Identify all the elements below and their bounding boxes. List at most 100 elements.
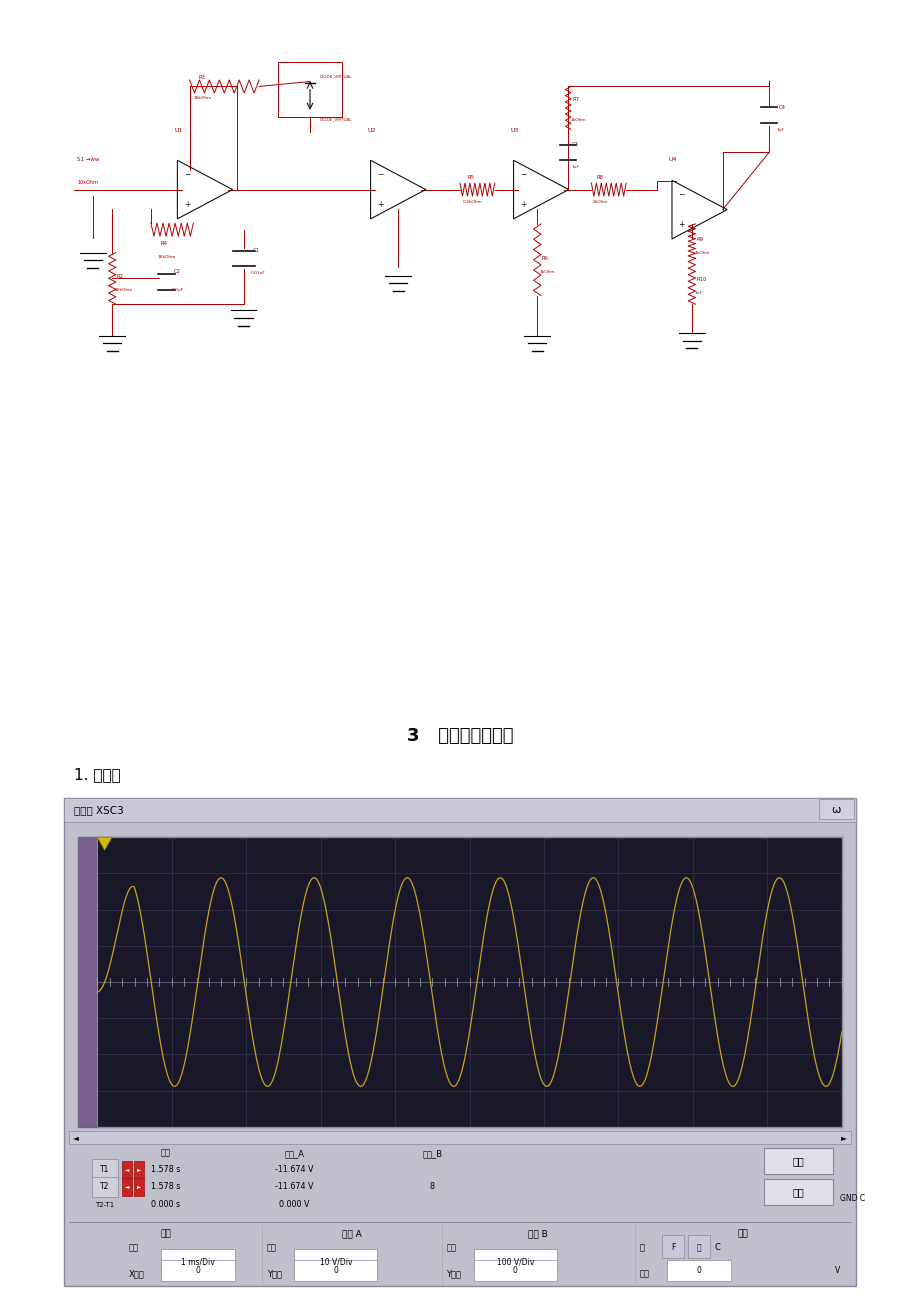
Text: 1uF: 1uF [571,165,579,169]
Text: Y位置: Y位置 [267,1269,281,1279]
Text: +: + [677,220,684,229]
Bar [92,1159,118,1180]
Text: 时基: 时基 [160,1229,171,1238]
Text: S1 →ww: S1 →ww [77,158,100,161]
Text: C1: C1 [253,247,259,253]
Text: 1kOhm: 1kOhm [570,117,585,122]
Text: 3   电路仿真及结果: 3 电路仿真及结果 [406,727,513,745]
Bar [161,1260,234,1281]
Text: ►: ► [840,1133,845,1142]
Text: 0: 0 [195,1267,200,1275]
Text: −: − [677,190,684,199]
Text: 100 V/Div: 100 V/Div [496,1258,533,1267]
Bar [64,798,855,822]
Text: 通道 B: 通道 B [528,1229,548,1238]
Text: R3: R3 [199,74,206,79]
Text: 0: 0 [512,1267,517,1275]
Text: ω: ω [831,805,840,815]
Text: R8: R8 [596,176,603,180]
Text: 沿: 沿 [639,1243,643,1253]
Text: 0: 0 [333,1267,338,1275]
Text: 0.000 s: 0.000 s [151,1200,180,1210]
Text: 1. 正弦波: 1. 正弦波 [74,767,120,783]
Text: +: + [184,201,190,208]
Text: DIODE_VIRTUAL: DIODE_VIRTUAL [319,117,351,122]
Text: 10kOhm: 10kOhm [77,180,98,185]
Text: 示波器 XSC3: 示波器 XSC3 [74,805,123,815]
Bar [662,1234,684,1258]
Text: +: + [519,201,526,208]
Text: C3: C3 [572,142,578,147]
Text: ◄: ◄ [74,1133,79,1142]
Text: 水平: 水平 [639,1269,649,1279]
Text: 1kOhm: 1kOhm [694,251,709,255]
Bar [92,1177,118,1198]
Polygon shape [97,837,112,850]
Text: V: V [834,1267,839,1275]
Text: 通道_A: 通道_A [284,1148,304,1157]
Text: -11.674 V: -11.674 V [275,1182,313,1191]
Bar [687,1234,709,1258]
Text: U3: U3 [510,129,518,133]
Text: T1: T1 [100,1165,109,1174]
Text: U4: U4 [668,158,676,161]
Text: −: − [377,171,383,180]
Bar [666,1260,731,1281]
Text: +: + [377,201,383,208]
Text: R5: R5 [467,176,474,180]
Text: X位置: X位置 [129,1269,144,1279]
Text: ◄: ◄ [125,1185,130,1190]
Bar [473,1260,556,1281]
Text: R4: R4 [161,241,168,246]
Text: GND C: GND C [839,1194,864,1203]
Text: 0.000 V: 0.000 V [278,1200,310,1210]
Text: 刻度: 刻度 [446,1243,456,1253]
Text: T2-T1: T2-T1 [96,1202,114,1208]
Text: 0: 0 [696,1267,701,1275]
Text: U2: U2 [367,129,375,133]
Text: -11.674 V: -11.674 V [275,1165,313,1174]
Bar [122,1178,132,1197]
Bar [161,1249,234,1272]
Text: U1: U1 [174,129,182,133]
Text: 16kOhm: 16kOhm [157,255,176,259]
Bar [78,837,97,1126]
Text: 1uF: 1uF [776,128,784,132]
Text: DIODE_VIRTUAL: DIODE_VIRTUAL [319,74,351,79]
Text: 0.2kOhm: 0.2kOhm [462,199,482,203]
Text: R9: R9 [696,237,703,242]
Text: 16kOhm: 16kOhm [115,288,133,293]
Bar [278,62,342,117]
Text: ►: ► [137,1185,142,1190]
Bar [69,1130,850,1143]
Text: 0.01uF: 0.01uF [251,271,266,275]
Text: R10: R10 [696,277,706,283]
Text: R6: R6 [540,255,548,260]
Text: 2kOhm: 2kOhm [592,199,607,203]
Text: 飞: 飞 [696,1243,701,1253]
Bar [473,1249,556,1272]
Text: ►: ► [137,1167,142,1172]
Text: 1kOhm: 1kOhm [539,270,554,273]
Text: 刻度: 刻度 [129,1243,139,1253]
Text: C: C [714,1243,720,1253]
Text: C2: C2 [174,270,180,275]
Text: 18kOhm: 18kOhm [193,96,211,100]
Text: 时间: 时间 [161,1148,170,1157]
Bar [134,1178,144,1197]
Bar [64,798,855,1286]
Text: 保存: 保存 [791,1187,803,1198]
Text: C4: C4 [777,104,785,109]
Text: 1uF: 1uF [694,292,702,296]
Text: 相反: 相反 [791,1156,803,1167]
Text: −: − [519,171,526,180]
Bar [122,1160,132,1178]
Text: 通道_B: 通道_B [422,1148,442,1157]
Text: ◄: ◄ [125,1167,130,1172]
Text: 通道 A: 通道 A [342,1229,361,1238]
Text: Y位置: Y位置 [446,1269,460,1279]
Text: 10 V/Div: 10 V/Div [319,1258,352,1267]
Text: R7: R7 [572,96,578,102]
Bar [763,1180,832,1206]
Text: T2: T2 [100,1182,109,1191]
